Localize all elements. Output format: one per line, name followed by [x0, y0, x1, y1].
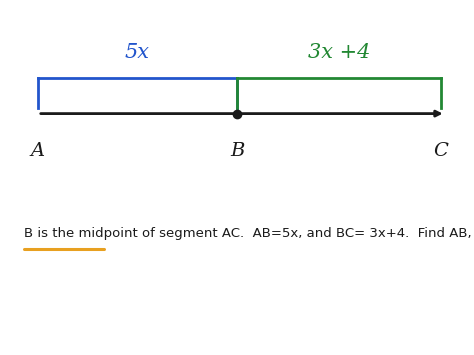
Text: A: A [31, 142, 45, 160]
Text: B is the midpoint of segment AC.  AB=5x, and BC= 3x+4.  Find AB, BC, and AC.: B is the midpoint of segment AC. AB=5x, … [24, 227, 474, 240]
Text: B: B [230, 142, 244, 160]
Text: 5x: 5x [125, 43, 150, 62]
Text: 3x +4: 3x +4 [308, 43, 370, 62]
Text: C: C [433, 142, 448, 160]
